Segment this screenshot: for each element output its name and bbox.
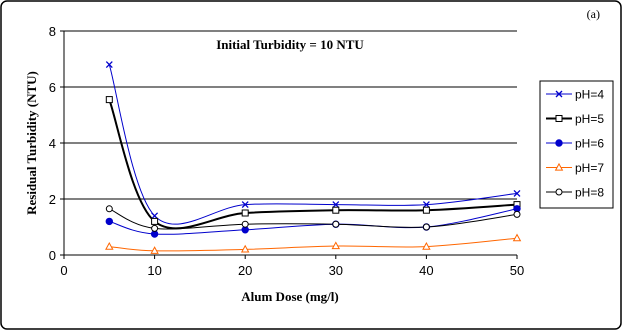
series-markers [105,61,522,254]
data-point-ph-5-x30 [332,206,340,214]
x-tick-label-0: 0 [60,263,67,278]
legend-item-ph-5: pH=5 [546,112,604,126]
data-point-ph-8-x30 [332,220,340,228]
legend-item-ph-8: pH=8 [546,186,604,200]
data-point-ph-4-x30 [332,201,340,209]
legend-label-ph-8: pH=8 [575,186,604,200]
panel-label: (a) [587,7,600,21]
data-point-ph-7-x10 [150,246,159,254]
data-point-ph-8-x20 [241,220,249,228]
legend-item-ph-4: pH=4 [546,88,604,102]
data-point-ph-7-x40 [422,241,431,250]
legend: pH=4 pH=5 pH=6 pH=7 pH=8 [539,80,614,209]
data-point-ph-8-x5 [105,205,113,213]
data-point-ph-5-x5 [105,96,113,104]
data-point-ph-8-x40 [422,223,430,231]
y-tick-label-0: 0 [49,248,56,263]
data-point-ph-7-x5 [105,241,114,250]
data-point-ph-4-x50 [513,189,521,197]
axes [60,30,518,259]
legend-marker-ph-6 [555,139,563,147]
legend-marker-ph-7 [554,162,564,171]
series-line-ph-4 [108,64,518,225]
x-tick-label-10: 10 [147,263,161,278]
y-axis-title: Residual Turbidity (NTU) [24,71,39,215]
y-tick-label-2: 2 [49,192,56,207]
legend-label-ph-7: pH=7 [575,161,604,175]
data-point-ph-4-x40 [422,201,430,209]
x-axis-title: Alum Dose (mg/l) [241,289,339,304]
legend-marker-ph-5 [555,115,563,122]
data-point-ph-8-x50 [513,210,521,218]
data-point-ph-5-x20 [241,209,249,217]
data-point-ph-7-x50 [512,233,522,242]
data-point-ph-7-x20 [240,244,250,253]
x-tick-label-40: 40 [419,263,433,278]
data-point-ph-7-x30 [331,241,341,250]
data-point-ph-4-x10 [151,212,159,220]
data-point-ph-4-x20 [241,201,249,209]
tick-labels: 0 2 4 6 8 0 10 20 30 40 50 [49,24,524,278]
x-tick-label-20: 20 [238,263,252,278]
legend-marker-ph-8 [555,188,563,196]
legend-label-ph-4: pH=4 [575,88,604,102]
x-tick-label-50: 50 [510,263,524,278]
legend-item-ph-6: pH=6 [546,137,604,151]
y-tick-label-4: 4 [49,136,56,151]
legend-marker-ph-4 [555,90,563,98]
data-point-ph-8-x10 [151,224,159,232]
y-tick-label-8: 8 [49,24,56,39]
y-tick-label-6: 6 [49,80,56,95]
data-point-ph-6-x5 [105,217,114,226]
annotation-initial-turbidity: Initial Turbidity = 10 NTU [216,37,364,52]
legend-label-ph-5: pH=5 [575,112,604,126]
data-point-ph-5-x40 [422,206,430,214]
legend-box [539,80,614,209]
legend-item-ph-7: pH=7 [546,161,604,175]
series-line-ph-5 [108,99,518,230]
data-point-ph-4-x5 [105,61,113,69]
x-tick-label-30: 30 [329,263,343,278]
data-point-ph-5-x10 [151,217,159,225]
legend-label-ph-6: pH=6 [575,137,604,151]
